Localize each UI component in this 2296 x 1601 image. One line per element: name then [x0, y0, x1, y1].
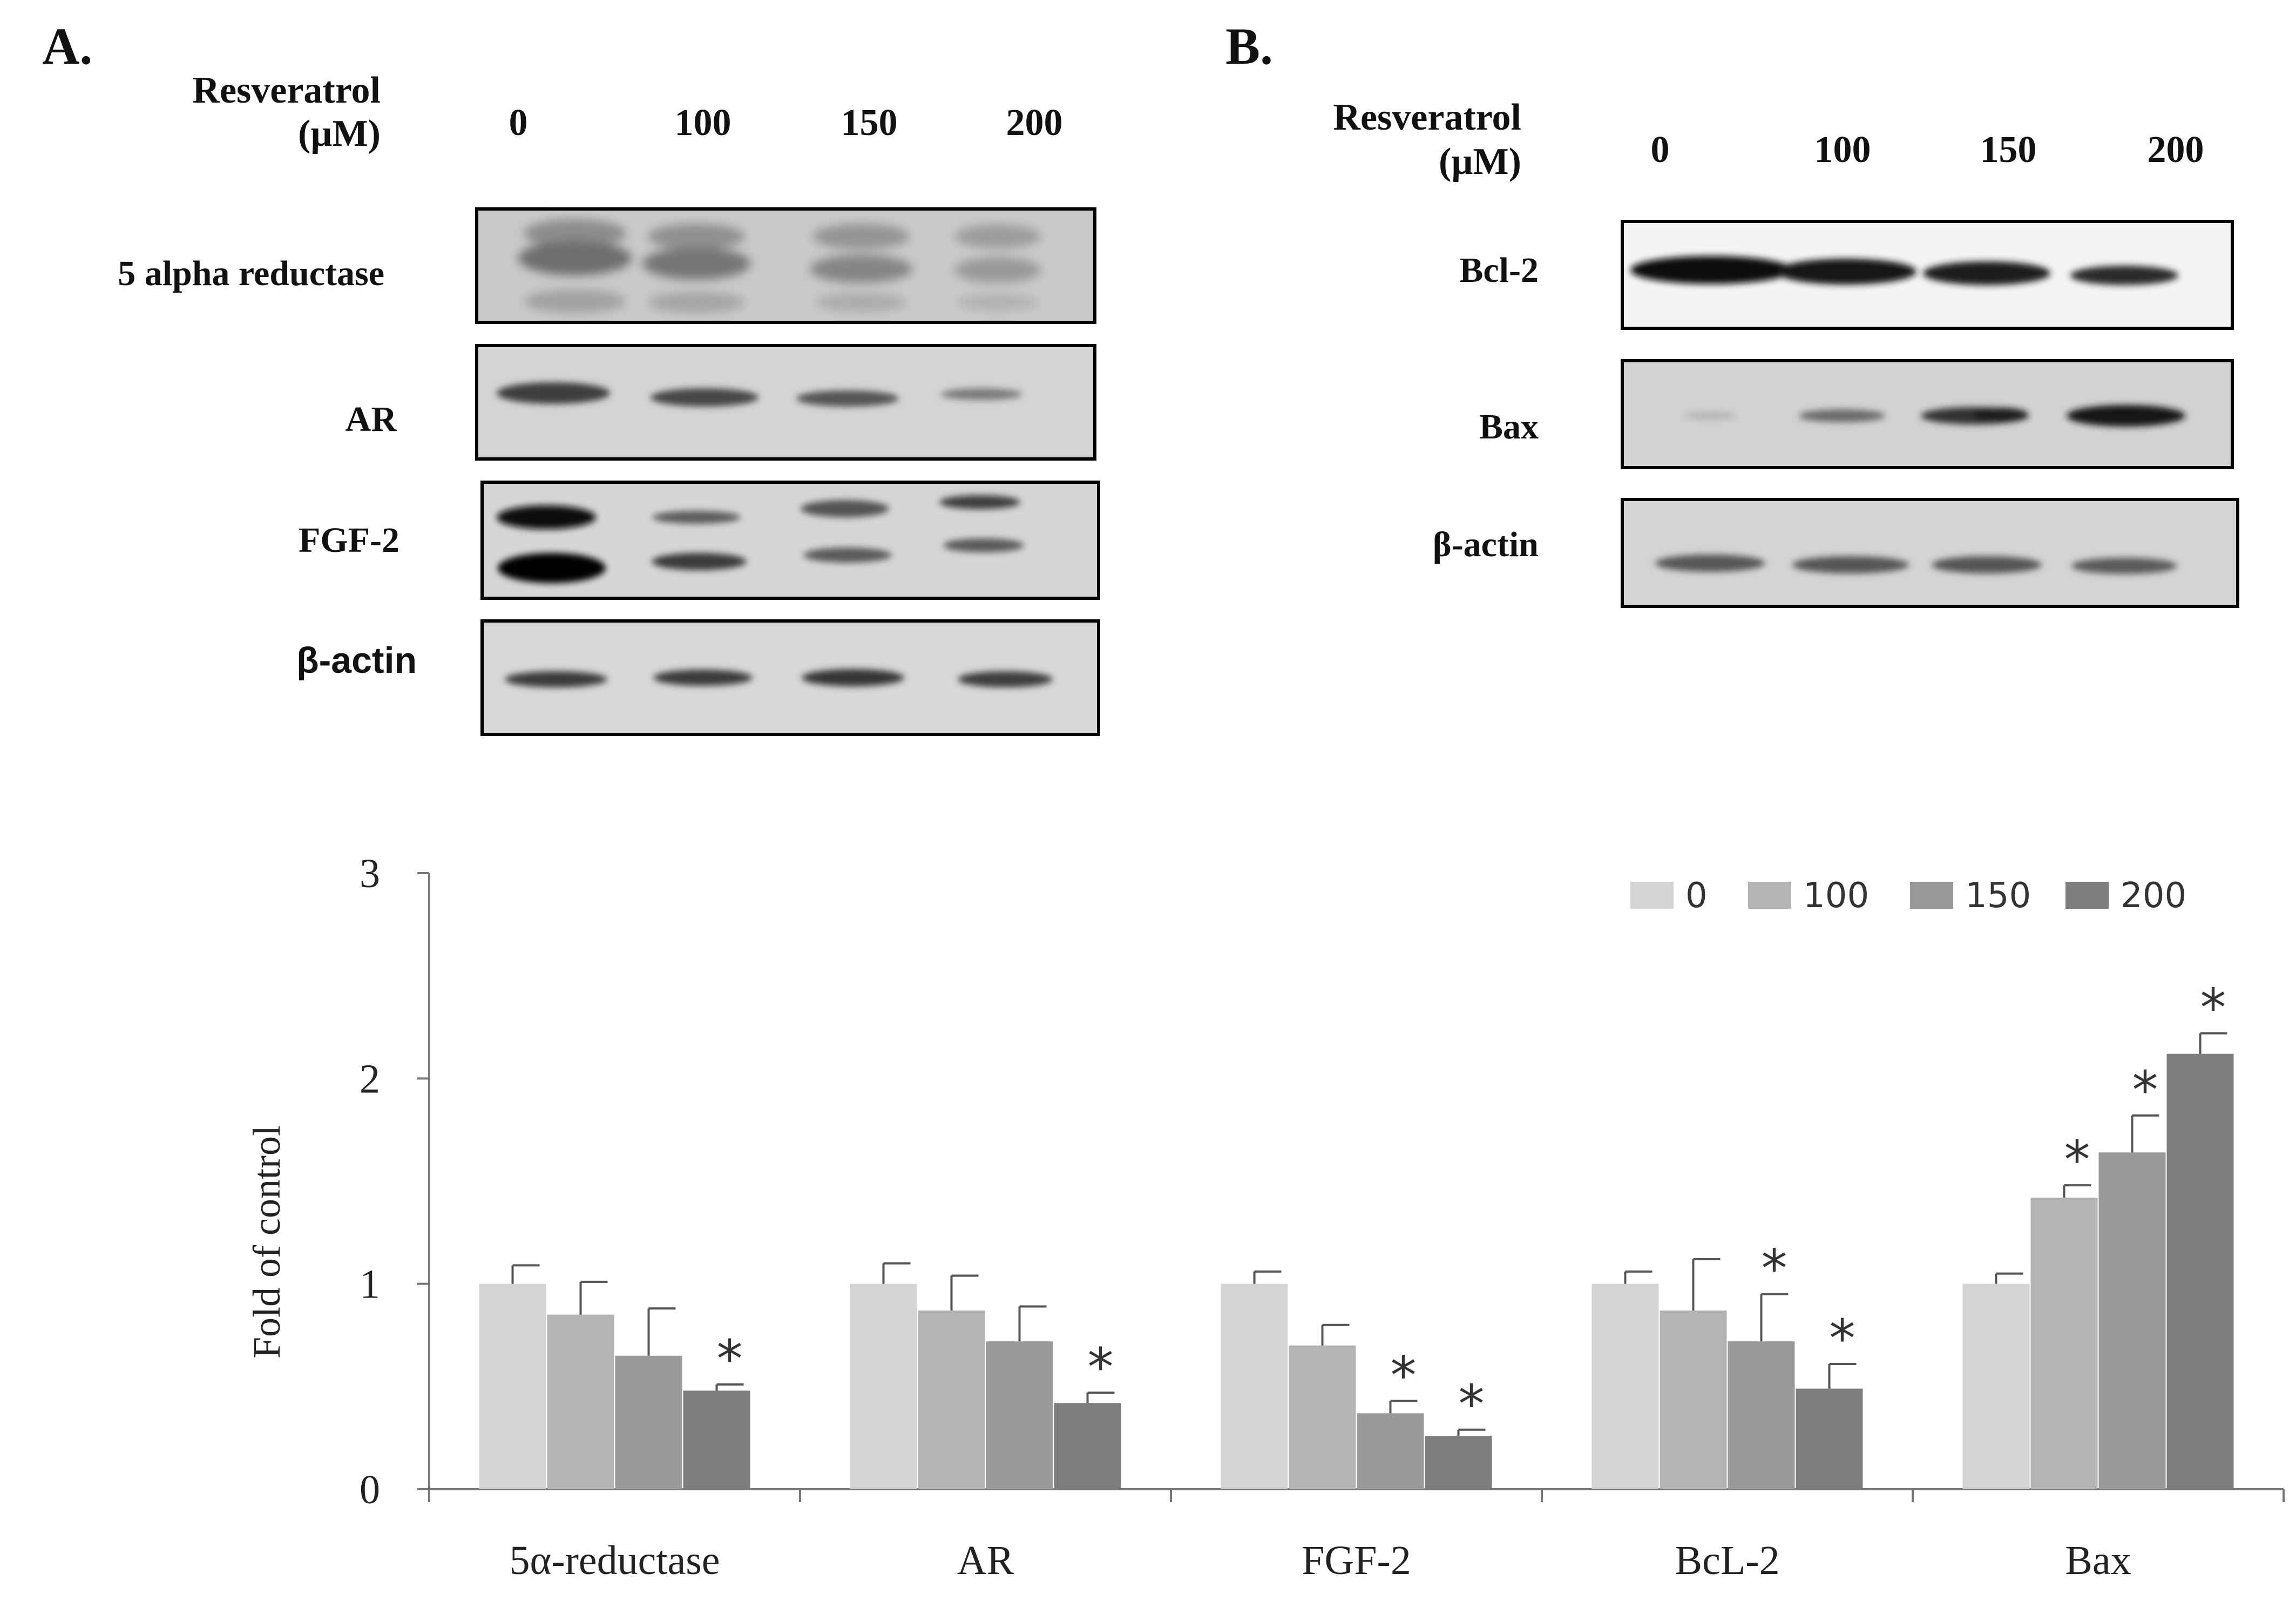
- blot-label-bcl2: Bcl-2: [1459, 251, 1539, 290]
- category-label: Bax: [2065, 1538, 2131, 1583]
- panel-a-treatment-label: Resveratrol: [192, 70, 381, 111]
- panel-b-unit-label: (µM): [1439, 141, 1521, 183]
- bar: [1289, 1345, 1356, 1489]
- legend-label: 150: [1965, 876, 2031, 916]
- bar: [547, 1314, 614, 1489]
- blot-label-5a-reductase: 5 alpha reductase: [118, 254, 384, 293]
- significance-star: *: [2200, 978, 2226, 1038]
- bar-chart: Fold of control 0 1 2 3 * * * * * * * * * 5α-reduct…: [245, 851, 2285, 1583]
- panel-b: B. Resveratrol (µM) 0 100 150 200 Bcl-2 …: [1225, 17, 2239, 608]
- legend-swatch: [2065, 882, 2109, 909]
- y-tick-label: 2: [360, 1056, 380, 1102]
- panel-b-label: B.: [1225, 17, 1273, 75]
- bar: [2166, 1053, 2234, 1489]
- bar: [1728, 1341, 1795, 1489]
- bar: [2098, 1152, 2166, 1489]
- blot-fgf2: [480, 481, 1100, 600]
- category-label: FGF-2: [1302, 1538, 1411, 1583]
- panel-b-treatment-label: Resveratrol: [1333, 97, 1521, 138]
- panel-b-dose-label: 150: [1980, 129, 2037, 171]
- significance-star: *: [1391, 1345, 1417, 1406]
- bar: [1591, 1283, 1659, 1489]
- panel-a-dose-label: 200: [1006, 102, 1063, 144]
- panel-a-unit-label: (µM): [298, 113, 381, 154]
- y-tick-label: 0: [360, 1467, 380, 1512]
- panel-a-dose-label: 100: [675, 102, 732, 144]
- y-tick-label: 1: [360, 1262, 380, 1307]
- significance-star: *: [1762, 1239, 1787, 1299]
- blot-label-bax: Bax: [1479, 407, 1539, 447]
- legend-label: 0: [1685, 876, 1708, 916]
- blot-ar: [475, 344, 1096, 461]
- panel-a-dose-label: 150: [841, 102, 898, 144]
- blot-beta-actin-a: [480, 619, 1100, 736]
- legend-swatch: [1910, 882, 1953, 909]
- blot-label-beta-actin-b: β-actin: [1433, 525, 1539, 564]
- category-label: 5α-reductase: [509, 1538, 720, 1583]
- bar: [986, 1341, 1053, 1489]
- chart-category-labels: 5α-reductase AR FGF-2 BcL-2 Bax: [509, 1538, 2131, 1583]
- legend-label: 200: [2121, 876, 2186, 916]
- bar: [918, 1310, 985, 1489]
- legend-swatch: [1630, 882, 1674, 909]
- panel-a: A. Resveratrol (µM) 0 100 150 200 5 alph…: [42, 17, 1100, 736]
- panel-b-dose-label: 200: [2148, 129, 2204, 171]
- bar: [1221, 1283, 1288, 1489]
- bar: [1357, 1413, 1424, 1489]
- panel-a-label: A.: [42, 17, 92, 75]
- chart-bars: [479, 1053, 2234, 1489]
- significance-star: *: [1830, 1308, 1855, 1369]
- significance-star: *: [717, 1329, 743, 1389]
- significance-star: *: [1459, 1374, 1485, 1435]
- panel-b-dose-label: 100: [1814, 129, 1871, 171]
- legend-label: 100: [1803, 876, 1869, 916]
- blot-5a-reductase: [475, 207, 1096, 324]
- bar: [1660, 1310, 1727, 1489]
- blot-label-beta-actin-a: β-actin: [296, 640, 417, 681]
- significance-star: *: [2132, 1060, 2158, 1120]
- blot-label-fgf2: FGF-2: [299, 521, 399, 560]
- bar: [2030, 1197, 2098, 1489]
- bar: [1962, 1283, 2030, 1489]
- chart-error-bars: [511, 1032, 2227, 1436]
- significance-star: *: [2064, 1130, 2090, 1190]
- significance-star: *: [1088, 1337, 1114, 1397]
- bar: [615, 1355, 682, 1489]
- bar: [1796, 1388, 1863, 1489]
- blot-bcl2: [1621, 220, 2234, 330]
- blot-label-ar: AR: [346, 400, 398, 439]
- legend-swatch: [1748, 882, 1791, 909]
- bar: [1425, 1436, 1492, 1489]
- chart-legend: 0 100 150 200: [1630, 876, 2186, 916]
- category-label: AR: [957, 1538, 1014, 1583]
- y-tick-label: 3: [360, 851, 380, 896]
- panel-b-dose-label: 0: [1651, 129, 1670, 171]
- bar: [683, 1390, 750, 1489]
- panel-a-dose-label: 0: [509, 102, 528, 144]
- blot-bax: [1621, 359, 2234, 469]
- y-axis-label: Fold of control: [245, 1125, 288, 1359]
- chart-significance-markers: * * * * * * * * *: [717, 978, 2226, 1435]
- category-label: BcL-2: [1675, 1538, 1779, 1583]
- blot-beta-actin-b: [1621, 498, 2239, 608]
- bar: [850, 1283, 917, 1489]
- bar: [479, 1283, 546, 1489]
- bar: [1054, 1403, 1121, 1489]
